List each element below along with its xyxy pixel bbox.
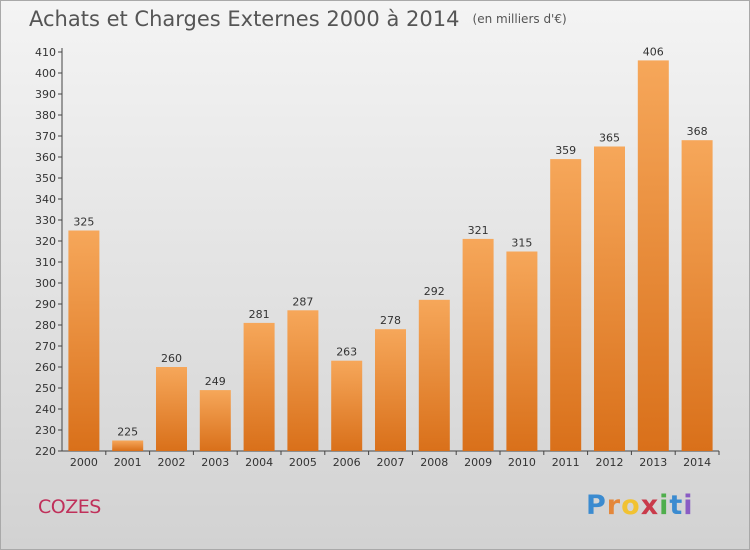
y-tick-label: 370 xyxy=(35,130,56,143)
bar xyxy=(199,390,231,451)
y-tick-label: 340 xyxy=(35,193,56,206)
data-label: 368 xyxy=(687,125,708,138)
y-tick-label: 310 xyxy=(35,256,56,269)
data-label: 406 xyxy=(643,45,664,58)
x-tick-label: 2000 xyxy=(70,456,98,469)
y-tick-label: 250 xyxy=(35,382,56,395)
bar xyxy=(681,140,713,451)
bar xyxy=(550,159,582,451)
y-tick-label: 220 xyxy=(35,445,56,458)
y-tick-label: 350 xyxy=(35,172,56,185)
y-tick-label: 380 xyxy=(35,109,56,122)
commune-name: COZES xyxy=(38,496,101,518)
y-tick-label: 410 xyxy=(35,46,56,59)
y-tick-label: 360 xyxy=(35,151,56,164)
data-label: 325 xyxy=(73,216,94,229)
logo-letter: o xyxy=(621,490,641,521)
data-label: 321 xyxy=(468,224,489,237)
y-tick-label: 270 xyxy=(35,340,56,353)
bar xyxy=(594,146,625,451)
data-label: 365 xyxy=(599,132,620,145)
bar xyxy=(68,230,100,451)
x-tick-label: 2002 xyxy=(158,456,186,469)
y-tick-label: 290 xyxy=(35,298,56,311)
bar xyxy=(243,322,275,451)
y-tick-label: 230 xyxy=(35,424,56,437)
data-label: 292 xyxy=(424,285,445,298)
bar xyxy=(375,329,406,451)
y-tick-label: 280 xyxy=(35,319,56,332)
logo-letter: t xyxy=(669,490,684,521)
bar xyxy=(156,367,187,451)
logo-letter: x xyxy=(640,490,660,521)
y-tick-label: 300 xyxy=(35,277,56,290)
y-tick-label: 260 xyxy=(35,361,56,374)
x-tick-label: 2011 xyxy=(552,456,580,469)
chart-subtitle: (en milliers d'€) xyxy=(472,12,567,26)
x-tick-label: 2004 xyxy=(245,456,273,469)
data-label: 359 xyxy=(555,144,576,157)
x-tick-label: 2012 xyxy=(596,456,624,469)
y-tick-label: 320 xyxy=(35,235,56,248)
y-tick-label: 240 xyxy=(35,403,56,416)
x-tick-label: 2009 xyxy=(464,456,492,469)
data-label: 263 xyxy=(336,346,357,359)
y-tick-label: 390 xyxy=(35,88,56,101)
data-label: 281 xyxy=(249,308,270,321)
chart-title: Achats et Charges Externes 2000 à 2014 xyxy=(29,7,460,31)
logo-letter: i xyxy=(683,490,694,521)
bar xyxy=(331,360,363,451)
data-label: 260 xyxy=(161,352,182,365)
proxiti-logo: Proxiti xyxy=(586,490,694,521)
x-tick-label: 2006 xyxy=(333,456,361,469)
logo-letter: P xyxy=(586,490,607,521)
y-tick-label: 330 xyxy=(35,214,56,227)
x-tick-label: 2010 xyxy=(508,456,536,469)
logo-letter: i xyxy=(659,490,670,521)
bar xyxy=(112,440,144,451)
x-tick-label: 2003 xyxy=(201,456,229,469)
data-label: 287 xyxy=(292,295,313,308)
bar xyxy=(637,60,669,452)
data-label: 225 xyxy=(117,426,138,439)
y-tick-label: 400 xyxy=(35,67,56,80)
x-tick-label: 2013 xyxy=(639,456,667,469)
bar xyxy=(418,299,450,451)
data-label: 315 xyxy=(511,237,532,250)
bar xyxy=(287,310,319,451)
x-tick-label: 2001 xyxy=(114,456,142,469)
bar xyxy=(506,251,538,451)
data-label: 278 xyxy=(380,314,401,327)
x-tick-label: 2007 xyxy=(377,456,405,469)
chart-title-block: Achats et Charges Externes 2000 à 2014 (… xyxy=(29,7,567,31)
bar xyxy=(462,238,494,451)
x-tick-label: 2005 xyxy=(289,456,317,469)
data-label: 249 xyxy=(205,375,226,388)
x-tick-label: 2014 xyxy=(683,456,711,469)
x-tick-label: 2008 xyxy=(420,456,448,469)
logo-letter: r xyxy=(606,490,622,521)
